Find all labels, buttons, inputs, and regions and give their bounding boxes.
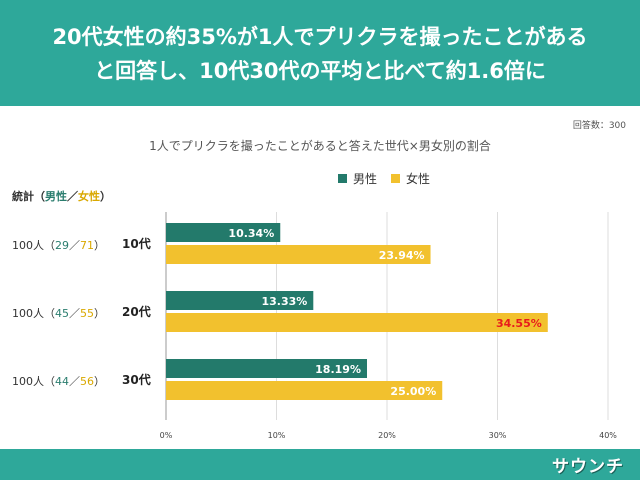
x-tick-label: 40% <box>599 431 617 440</box>
row-stat-female: 56 <box>80 375 94 388</box>
bar-male <box>166 223 281 242</box>
stats-slash: ／ <box>67 190 78 203</box>
row-stat-20s: 100人（45／55） <box>12 305 105 321</box>
row-stat-slash: ／ <box>69 307 80 320</box>
row-stat-30s: 100人（44／56） <box>12 373 105 389</box>
bar-value-label: 10.34% <box>228 227 274 240</box>
row-stat-suffix: ） <box>94 375 105 388</box>
bar-value-label: 34.55% <box>496 317 542 330</box>
stats-label: 統計 <box>12 190 34 203</box>
x-tick-label: 30% <box>489 431 507 440</box>
bar-female <box>166 245 431 264</box>
bar-value-label: 23.94% <box>379 249 425 262</box>
row-stat-prefix: 100人（ <box>12 375 55 388</box>
stats-open: （ <box>34 190 45 203</box>
legend-item-female: 女性 <box>391 170 430 187</box>
x-tick-label: 10% <box>268 431 286 440</box>
category-label-10s: 10代 <box>122 237 151 251</box>
stats-heading: 統計（男性／女性） <box>12 188 111 204</box>
bar-female <box>166 313 548 332</box>
row-stat-male: 29 <box>55 239 69 252</box>
bar-male <box>166 291 314 310</box>
bar-chart: 0% 10% 20% 30% 40% 10.34% 23.94% 13.33% 34.55% 18… <box>160 212 617 440</box>
legend-item-male: 男性 <box>338 170 377 187</box>
respondent-count: 回答数：300 <box>572 121 626 131</box>
bar-female <box>166 381 443 400</box>
legend-swatch-male <box>338 174 347 183</box>
row-stat-male: 44 <box>55 375 69 388</box>
bar-value-label: 25.00% <box>390 385 436 398</box>
bar-male <box>166 359 367 378</box>
row-stat-female: 55 <box>80 307 94 320</box>
row-stat-suffix: ） <box>94 239 105 252</box>
legend-swatch-female <box>391 174 401 183</box>
footer-bar: サウンチ <box>0 449 640 480</box>
row-stat-10s: 100人（29／71） <box>12 237 105 253</box>
brand-logo: サウンチ <box>552 457 624 477</box>
row-stat-prefix: 100人（ <box>12 307 55 320</box>
legend: 男性 女性 <box>338 170 430 187</box>
stats-male-label: 男性 <box>45 190 67 203</box>
row-stat-prefix: 100人（ <box>12 239 55 252</box>
category-label-30s: 30代 <box>122 373 151 387</box>
category-label-20s: 20代 <box>122 305 151 319</box>
bar-value-label: 18.19% <box>315 363 361 376</box>
row-stat-female: 71 <box>80 239 94 252</box>
row-stat-slash: ／ <box>69 375 80 388</box>
legend-label-male: 男性 <box>353 172 378 186</box>
headline-line-1: 20代女性の約35%が1人でプリクラを撮ったことがある <box>52 25 588 49</box>
x-tick-label: 20% <box>378 431 396 440</box>
row-stat-suffix: ） <box>94 307 105 320</box>
row-stat-male: 45 <box>55 307 69 320</box>
legend-label-female: 女性 <box>406 172 431 186</box>
stats-close: ） <box>100 190 111 203</box>
row-stat-slash: ／ <box>69 239 80 252</box>
bar-value-label: 13.33% <box>261 295 307 308</box>
chart-title: 1人でプリクラを撮ったことがあると答えた世代×男女別の割合 <box>149 139 491 153</box>
stats-female-label: 女性 <box>78 190 100 203</box>
x-tick-label: 0% <box>160 431 173 440</box>
header-banner: 20代女性の約35%が1人でプリクラを撮ったことがある と回答し、10代30代の… <box>0 0 640 106</box>
headline-line-2: と回答し、10代30代の平均と比べて約1.6倍に <box>94 59 546 83</box>
